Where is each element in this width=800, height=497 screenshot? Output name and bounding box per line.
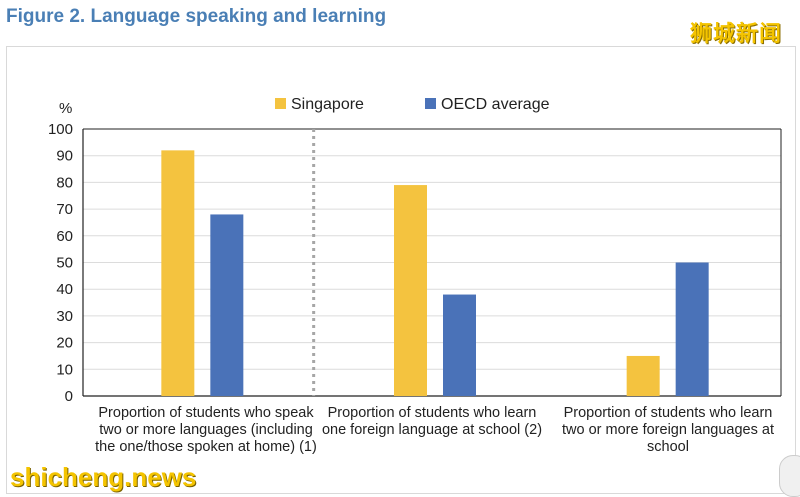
scroll-handle[interactable] [779,455,800,497]
y-tick-label: 30 [56,308,73,325]
y-axis-label: % [59,100,72,117]
y-tick-label: 0 [65,388,73,405]
y-tick-label: 20 [56,335,73,352]
bar-oecd [210,214,244,396]
y-tick-label: 40 [56,281,73,298]
y-tick-label: 60 [56,228,73,245]
bar-singapore [394,185,427,396]
category-label-1: Proportion of students who speak two or … [95,405,317,455]
legend-label: OECD average [441,96,550,113]
legend-label: Singapore [291,96,364,113]
legend-swatch-singapore [275,98,286,109]
watermark-site-bottom: shicheng.news [10,462,197,492]
category-label-3: Proportion of students who learn two or … [562,405,774,455]
legend-swatch-oecd [425,98,436,109]
y-tick-label: 50 [56,255,73,272]
y-tick-label: 80 [56,174,73,191]
figure-title: Figure 2. Language speaking and learning [6,6,387,27]
category-label-2: Proportion of students who learn one for… [321,405,543,438]
bar-oecd [443,294,476,396]
y-tick-label: 70 [56,201,73,218]
chart-frame: 0 10 20 30 40 50 60 70 80 90 100% Singapore OECD ave… [6,46,800,497]
bar-singapore [161,150,195,396]
y-tick-label: 10 [56,361,73,378]
bar-singapore [626,355,660,396]
y-tick-label: 100 [48,121,73,138]
y-tick-label: 90 [56,148,73,165]
bar-chart: 0 10 20 30 40 50 60 70 80 90 100% Singapore OECD ave… [48,96,782,405]
bar-oecd [675,262,709,396]
watermark-logo-top: 狮城新闻 [689,22,782,47]
